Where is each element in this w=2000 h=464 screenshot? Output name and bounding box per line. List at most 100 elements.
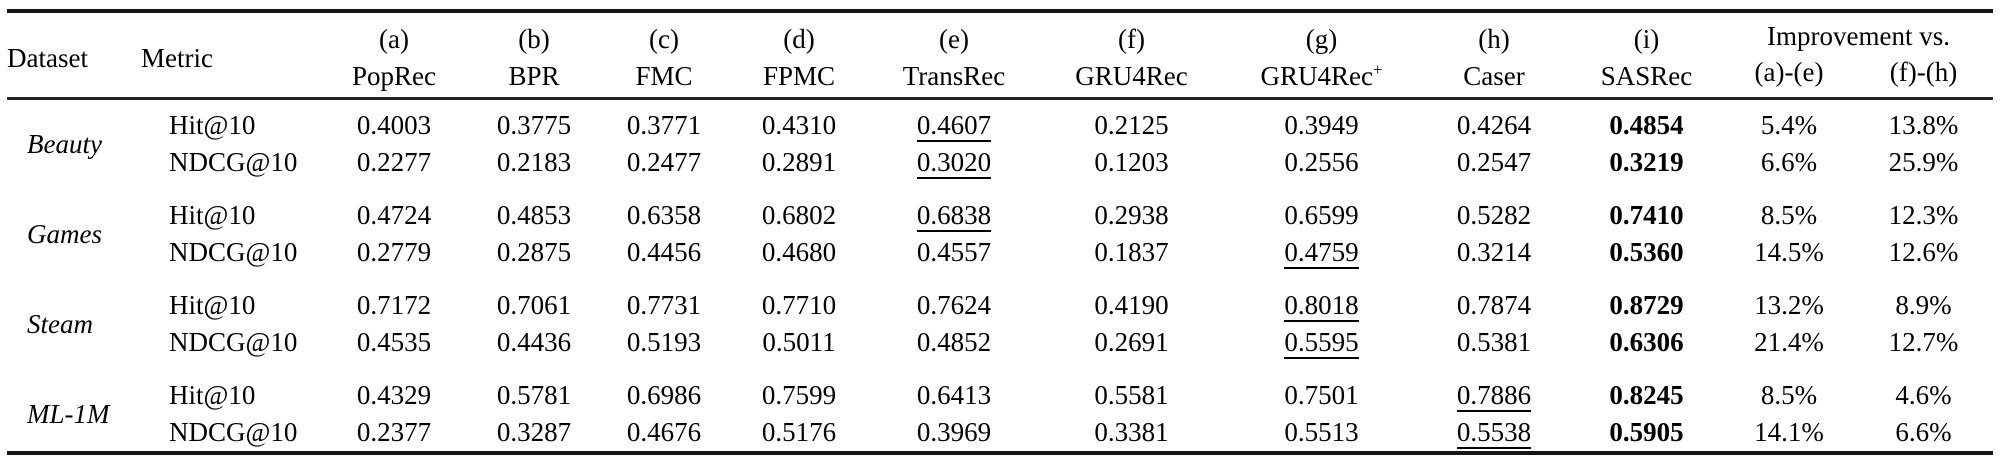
value: 0.3775 bbox=[496, 110, 572, 140]
model-tag-label: (c) bbox=[649, 23, 679, 54]
col-header-model-g: (g) GRU4Rec+ bbox=[1224, 11, 1419, 99]
value: 0.2183 bbox=[496, 147, 572, 177]
best-value: 0.4854 bbox=[1609, 110, 1684, 140]
value: 0.4535 bbox=[356, 327, 432, 357]
model-name-label: SASRec bbox=[1600, 60, 1693, 91]
value: 0.2691 bbox=[1094, 327, 1169, 357]
value-cell: 0.2277 bbox=[319, 144, 469, 181]
improvement-cell: 8.5% bbox=[1760, 380, 1818, 410]
value: 0.5282 bbox=[1456, 200, 1532, 230]
value-cell: 0.2891 bbox=[729, 144, 869, 181]
improvement-cell: 14.5% bbox=[1754, 237, 1824, 267]
value: 0.2277 bbox=[356, 147, 432, 177]
header-row-2: (a)-(e) (f)-(h) bbox=[7, 54, 1993, 99]
best-value: 0.7410 bbox=[1609, 200, 1684, 230]
value-cell: 0.5381 bbox=[1419, 324, 1569, 361]
value: 0.1203 bbox=[1094, 147, 1169, 177]
results-table: Dataset Metric (a) PopRec (b) BPR (c) FMC (d) F… bbox=[7, 9, 1993, 455]
model-name-label: GRU4Rec+ bbox=[1260, 59, 1383, 91]
model-tag-label: (b) bbox=[518, 23, 550, 54]
header-row-1: Dataset Metric (a) PopRec (b) BPR (c) FMC (d) F… bbox=[7, 11, 1993, 91]
dataset-label: Steam bbox=[27, 308, 93, 339]
value-cell: 0.7410 bbox=[1569, 181, 1724, 234]
value: 0.3969 bbox=[916, 417, 992, 447]
results-table-container: Dataset Metric (a) PopRec (b) BPR (c) FMC (d) F… bbox=[7, 9, 1993, 455]
col-header-model-e: (e) TransRec bbox=[869, 11, 1039, 99]
value-cell: 0.5176 bbox=[729, 414, 869, 453]
col-header-model-b: (b) BPR bbox=[469, 11, 599, 99]
value-cell: 0.2377 bbox=[319, 414, 469, 453]
improvement-cell: 4.6% bbox=[1895, 380, 1952, 410]
value: 0.2779 bbox=[356, 237, 432, 267]
second-best-value: 0.4759 bbox=[1284, 237, 1359, 270]
metric-label: Hit@10 bbox=[169, 290, 256, 320]
value: 0.3771 bbox=[626, 110, 702, 140]
value-cell: 0.5581 bbox=[1039, 361, 1224, 414]
value: 0.1837 bbox=[1094, 237, 1169, 267]
value-cell: 0.6413 bbox=[869, 361, 1039, 414]
value-cell: 0.6358 bbox=[599, 181, 729, 234]
value-cell: 0.2875 bbox=[469, 234, 599, 271]
col-header-improvement-ae: (a)-(e) bbox=[1754, 57, 1824, 87]
value-cell: 0.5595 bbox=[1224, 324, 1419, 361]
value-cell: 0.5011 bbox=[729, 324, 869, 361]
value-cell: 0.4310 bbox=[729, 99, 869, 145]
improvement-cell: 12.6% bbox=[1888, 237, 1959, 267]
model-name-label: GRU4Rec bbox=[1075, 60, 1188, 91]
model-name-label: Caser bbox=[1463, 60, 1525, 91]
value: 0.4264 bbox=[1456, 110, 1532, 140]
value-cell: 0.4852 bbox=[869, 324, 1039, 361]
dataset-label: Beauty bbox=[27, 128, 102, 159]
best-value: 0.5905 bbox=[1609, 417, 1684, 447]
metric-label: NDCG@10 bbox=[169, 237, 298, 267]
value: 0.4676 bbox=[626, 417, 702, 447]
value-cell: 0.7731 bbox=[599, 271, 729, 324]
best-value: 0.5360 bbox=[1609, 237, 1684, 267]
value: 0.7501 bbox=[1284, 380, 1359, 410]
second-best-value: 0.6838 bbox=[916, 200, 992, 233]
value-cell: 0.6599 bbox=[1224, 181, 1419, 234]
model-name-label: FMC bbox=[635, 60, 693, 91]
value: 0.5011 bbox=[762, 327, 836, 357]
superscript-plus: + bbox=[1373, 59, 1383, 79]
model-name-label: FPMC bbox=[762, 60, 836, 91]
value-cell: 0.1837 bbox=[1039, 234, 1224, 271]
second-best-value: 0.8018 bbox=[1284, 290, 1359, 323]
table-row: NDCG@10 0.2277 0.2183 0.2477 0.2891 0.3020 0.1… bbox=[7, 144, 1993, 181]
value-cell: 0.7710 bbox=[729, 271, 869, 324]
value-cell: 0.4003 bbox=[319, 99, 469, 145]
value: 0.7061 bbox=[496, 290, 572, 320]
value-cell: 0.5282 bbox=[1419, 181, 1569, 234]
value: 0.4436 bbox=[496, 327, 572, 357]
value-cell: 0.2556 bbox=[1224, 144, 1419, 181]
model-tag-label: (i) bbox=[1633, 23, 1660, 54]
best-value: 0.3219 bbox=[1609, 147, 1684, 177]
value-cell: 0.8245 bbox=[1569, 361, 1724, 414]
value: 0.6599 bbox=[1284, 200, 1359, 230]
value-cell: 0.6306 bbox=[1569, 324, 1724, 361]
model-name-label: TransRec bbox=[902, 60, 1006, 91]
value: 0.2938 bbox=[1094, 200, 1169, 230]
value-cell: 0.7061 bbox=[469, 271, 599, 324]
value-cell: 0.4854 bbox=[1569, 99, 1724, 145]
value: 0.3949 bbox=[1284, 110, 1359, 140]
table-row: Steam Hit@10 0.7172 0.7061 0.7731 0.7710 0.762… bbox=[7, 271, 1993, 339]
metric-label: Hit@10 bbox=[169, 200, 256, 230]
col-header-dataset: Dataset bbox=[7, 42, 88, 73]
metric-label: Hit@10 bbox=[169, 380, 256, 410]
value: 0.2477 bbox=[626, 147, 702, 177]
col-header-metric: Metric bbox=[141, 42, 213, 73]
value: 0.2556 bbox=[1284, 147, 1359, 177]
value-cell: 0.7886 bbox=[1419, 361, 1569, 414]
best-value: 0.6306 bbox=[1609, 327, 1684, 357]
second-best-value: 0.5538 bbox=[1456, 417, 1532, 450]
dataset-label: ML-1M bbox=[27, 398, 110, 429]
value-cell: 0.6838 bbox=[869, 181, 1039, 234]
value: 0.2377 bbox=[356, 417, 432, 447]
model-tag-label: (a) bbox=[379, 23, 409, 54]
value-cell: 0.2183 bbox=[469, 144, 599, 181]
value-cell: 0.4190 bbox=[1039, 271, 1224, 324]
improvement-cell: 25.9% bbox=[1888, 147, 1959, 177]
metric-label: Hit@10 bbox=[169, 110, 256, 140]
value-cell: 0.2938 bbox=[1039, 181, 1224, 234]
